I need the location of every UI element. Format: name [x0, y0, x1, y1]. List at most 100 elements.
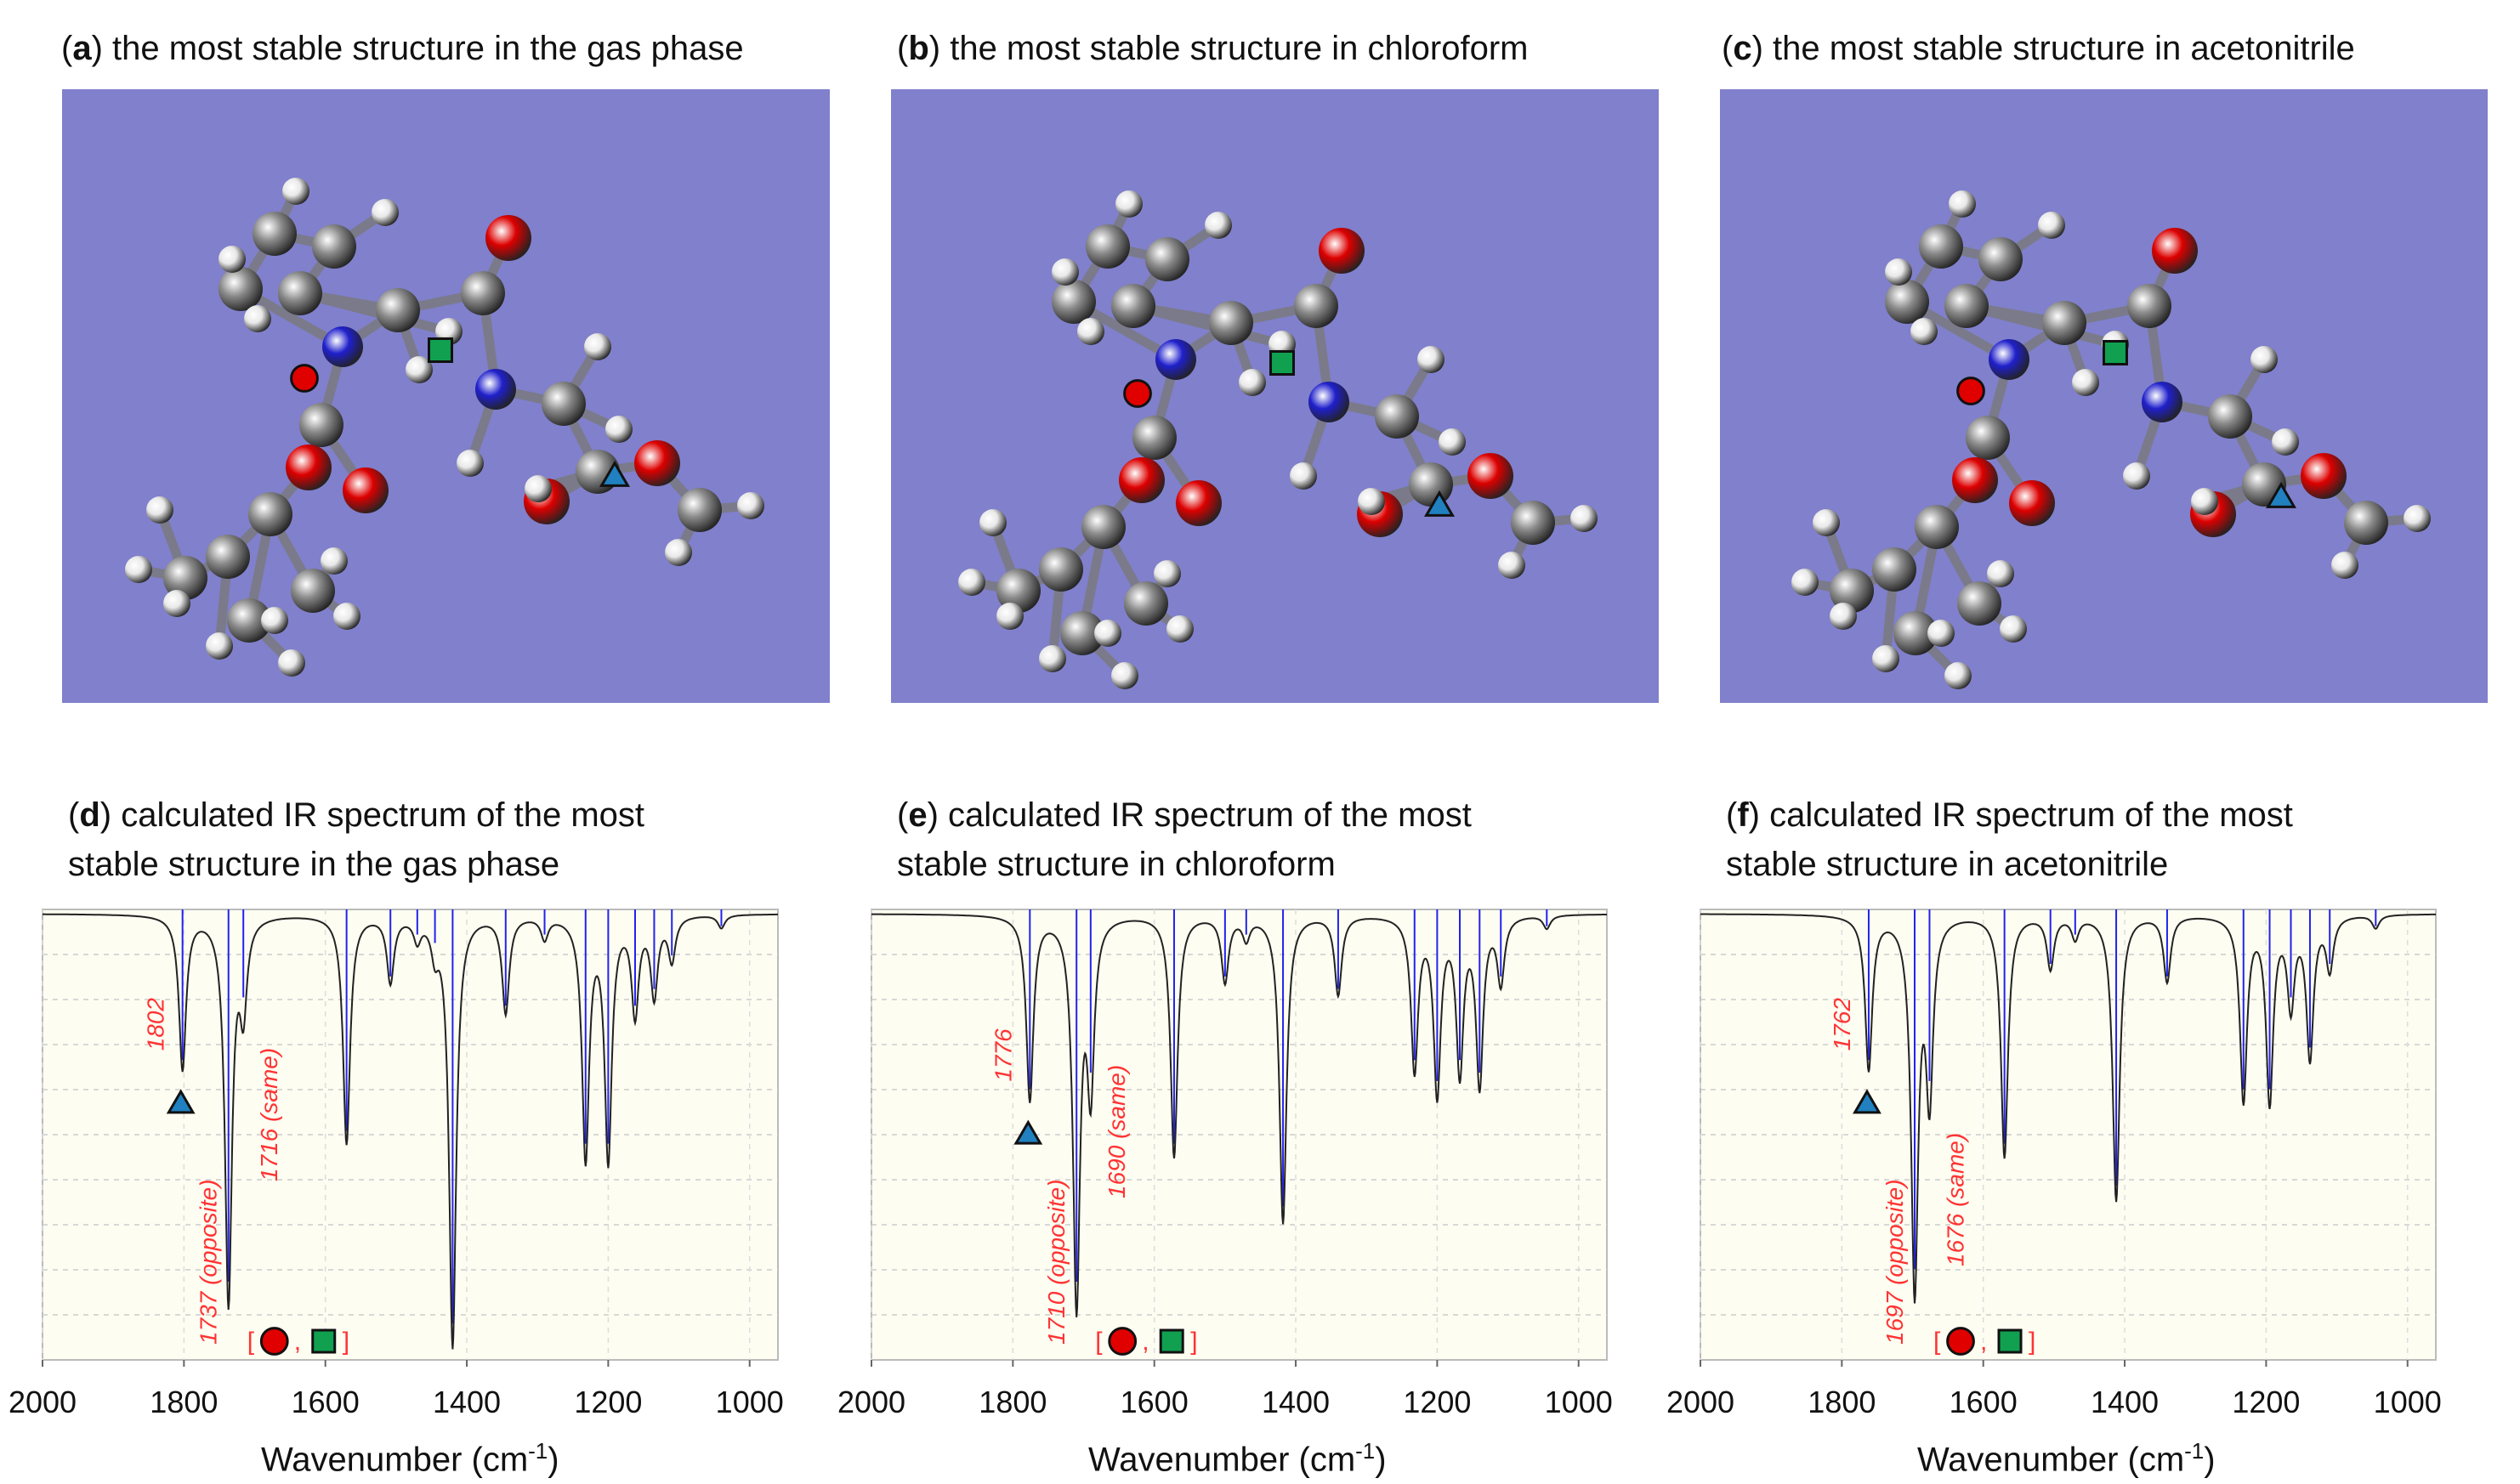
molecule-a-atom-oxygen	[343, 467, 389, 513]
molecule-c-atom-carbon	[1978, 237, 2023, 281]
panel-a-letter: a	[72, 30, 92, 67]
molecule-b-atom-hydrogen	[1115, 190, 1143, 218]
spectrum-d-svg: 2000 1800 1600 1400 1200 1000 1802 1737 (opposi…	[9, 909, 784, 1419]
spectrum-f-tick-label: 1600	[1950, 1385, 2018, 1419]
spectrum-f-tick-label: 1000	[2374, 1385, 2442, 1419]
molecule-b-atom-hydrogen	[1052, 258, 1079, 286]
molecule-c-atom-carbon	[2208, 394, 2252, 439]
molecule-b-atom-hydrogen	[958, 569, 985, 596]
molecule-c-svg	[1791, 190, 2431, 689]
spectrum-f-annotation-circle: 1697 (opposite)	[1881, 1179, 1908, 1345]
molecule-a-atom-hydrogen	[278, 649, 305, 677]
molecule-a-triangle-marker	[599, 460, 631, 487]
spectrum-e-tick-label: 2000	[837, 1385, 905, 1419]
molecule-c-atom-carbon	[1830, 569, 1874, 613]
x-axis-title-e-sup: -1	[1355, 1438, 1376, 1464]
molecule-b-atom-hydrogen	[1166, 615, 1194, 643]
molecule-a-atom-carbon	[542, 382, 586, 426]
spectrum-f-line	[1700, 913, 2436, 1304]
x-axis-title-d-close: )	[548, 1441, 559, 1479]
molecule-a-atom-hydrogen	[206, 632, 233, 660]
panel-d-title: (d) calculated IR spectrum of the most st…	[68, 796, 645, 883]
molecule-b-atom-hydrogen	[1077, 318, 1104, 345]
molecule-c-atom-hydrogen	[2250, 346, 2278, 373]
molecule-b-atom-hydrogen	[979, 509, 1007, 536]
molecule-b-atom-nitrogen	[1308, 382, 1349, 422]
molecule-c-atom-oxygen	[2301, 453, 2347, 499]
molecule-a-svg	[125, 178, 764, 677]
spectrum-d-line	[43, 913, 778, 1350]
molecule-c-atom-hydrogen	[1885, 258, 1912, 286]
molecule-b-atom-carbon	[1294, 284, 1338, 328]
spectrum-e-square-marker	[1159, 1328, 1184, 1354]
molecule-c-atom-hydrogen	[1944, 662, 1972, 689]
molecule-a-atom-hydrogen	[321, 547, 348, 575]
x-axis-title-f-text: Wavenumber (cm	[1917, 1441, 2185, 1479]
molecule-b-atom-carbon	[1111, 284, 1155, 328]
spectrum-d-bracket-sep: ,	[294, 1328, 301, 1356]
molecule-b-atom-hydrogen	[996, 603, 1024, 630]
molecule-a-atom-oxygen	[485, 215, 531, 261]
spectrum-d-tick-label: 1000	[716, 1385, 784, 1419]
molecule-panel-a	[62, 89, 830, 703]
spectrum-e-tick-label: 1200	[1403, 1385, 1471, 1419]
molecule-a-atom-hydrogen	[261, 607, 288, 634]
molecule-b-atom-carbon	[1409, 462, 1453, 507]
molecule-c-atom-carbon	[2042, 301, 2086, 345]
molecule-b-atom-hydrogen	[1439, 428, 1466, 456]
spectrum-f-bracket-close: ]	[2029, 1328, 2035, 1356]
molecule-c-atom-hydrogen	[2000, 615, 2027, 643]
molecule-c-atom-hydrogen	[2272, 428, 2299, 456]
spectrum-f-tick-label: 1200	[2232, 1385, 2300, 1419]
molecule-c-atom-oxygen	[1952, 457, 1998, 503]
molecule-b-atom-hydrogen	[1239, 369, 1266, 396]
spectrum-panel-e: 2000 1800 1600 1400 1200 1000 1776 1710 (opposi…	[837, 888, 1613, 1419]
panel-f-letter: f	[1737, 796, 1749, 834]
molecule-b-atom-carbon	[1039, 547, 1083, 592]
molecule-c-atom-hydrogen	[1927, 620, 1955, 647]
spectrum-f-tick-label: 2000	[1666, 1385, 1734, 1419]
molecule-a-atom-hydrogen	[457, 450, 484, 477]
molecule-b-atom-hydrogen	[1417, 346, 1444, 373]
molecule-c-triangle-marker	[2265, 481, 2297, 508]
panel-f-title: (f) calculated IR spectrum of the most st…	[1726, 796, 2293, 883]
molecule-a-atom-carbon	[163, 556, 207, 600]
molecule-a-atom-nitrogen	[322, 326, 363, 367]
molecule-c-atom-hydrogen	[1791, 569, 1819, 596]
molecule-c-atom-carbon	[1966, 416, 2010, 460]
molecule-a-atom-carbon	[253, 212, 297, 256]
x-axis-title-d-sup: -1	[528, 1438, 548, 1464]
molecule-a-atom-hydrogen	[525, 475, 552, 502]
panel-d-title-line2: stable structure in the gas phase	[68, 846, 560, 883]
molecule-c-atom-hydrogen	[2191, 488, 2218, 515]
spectrum-e-tick-label: 1000	[1545, 1385, 1613, 1419]
molecule-a-bond	[295, 288, 454, 337]
spectrum-d-bracket-open: [	[247, 1328, 255, 1356]
molecule-c-atom-carbon	[2344, 501, 2388, 545]
molecule-a-atom-carbon	[206, 535, 250, 579]
x-axis-title-d: Wavenumber (cm-1)	[261, 1438, 559, 1479]
molecule-c-atom-nitrogen	[2142, 382, 2182, 422]
spectrum-d-square-marker	[311, 1328, 337, 1354]
molecule-a-atom-hydrogen	[125, 556, 152, 583]
molecule-c-atom-carbon	[2127, 284, 2171, 328]
molecule-c-atom-hydrogen	[2404, 505, 2431, 532]
spectrum-e-annotation-triangle: 1776	[990, 1028, 1016, 1082]
spectrum-e-triangle-marker	[1013, 1119, 1043, 1145]
molecule-b-square-marker	[1269, 350, 1295, 376]
molecule-a-atom-hydrogen	[282, 178, 309, 205]
molecule-b-atom-carbon	[1052, 280, 1096, 324]
spectrum-d-tick-label: 1800	[150, 1385, 218, 1419]
spectrum-e-bracket-close: ]	[1190, 1328, 1197, 1356]
molecule-c-atom-carbon	[1885, 280, 1929, 324]
molecule-c-atom-hydrogen	[1813, 509, 1840, 536]
molecule-b-svg	[958, 190, 1598, 689]
molecule-b-triangle-marker	[1423, 490, 1456, 517]
spectrum-d-annotation-triangle: 1802	[143, 998, 169, 1051]
molecule-b-atom-hydrogen	[1111, 662, 1138, 689]
x-axis-title-d-text: Wavenumber (cm	[261, 1441, 529, 1479]
molecule-c-atom-oxygen	[2152, 228, 2198, 274]
panel-e-title: (e) calculated IR spectrum of the most st…	[897, 796, 1472, 883]
molecule-a-atom-carbon	[248, 492, 292, 536]
molecule-b-circle-marker	[1123, 379, 1152, 408]
